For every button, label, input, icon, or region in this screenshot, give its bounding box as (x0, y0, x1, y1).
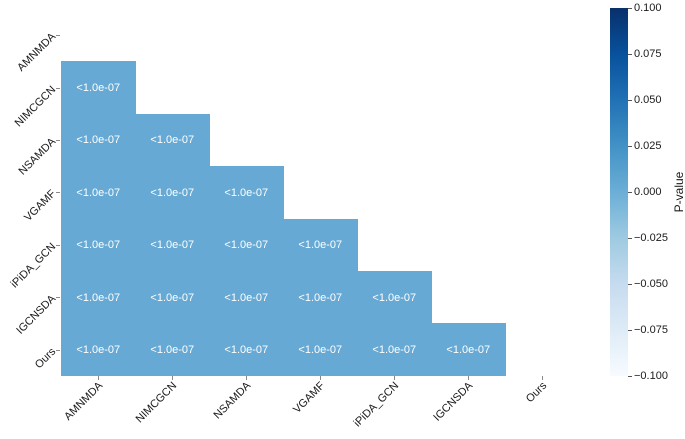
row-label-nimcgcn: NIMCGCN (12, 83, 59, 130)
heatmap-cell: <1.0e-07 (431, 323, 506, 377)
heatmap-cell: <1.0e-07 (135, 218, 210, 272)
colorbar-tick-mark (628, 376, 632, 377)
col-label-amnmda: AMNMDA (62, 379, 106, 423)
heatmap-cell: <1.0e-07 (135, 166, 210, 220)
heatmap-cell: <1.0e-07 (61, 323, 136, 377)
colorbar-tick-label: 0.050 (634, 94, 662, 106)
colorbar-tick-mark (628, 192, 632, 193)
heatmap-cell: <1.0e-07 (209, 218, 284, 272)
x-tick-mark (394, 375, 395, 380)
y-tick-mark (56, 87, 60, 89)
y-tick-mark (56, 140, 60, 141)
row-label-ours: Ours (32, 345, 59, 371)
colorbar-tick-label: −0.100 (634, 370, 668, 382)
colorbar-axis-label: P-value (672, 171, 685, 213)
y-tick-mark (56, 297, 60, 299)
heatmap-cell: <1.0e-07 (61, 166, 136, 220)
colorbar-tick-mark (628, 330, 632, 331)
x-tick-mark (542, 375, 543, 380)
heatmap-cell: <1.0e-07 (283, 323, 358, 377)
heatmap-cell: <1.0e-07 (61, 218, 136, 272)
colorbar-gradient (610, 8, 628, 376)
heatmap-cell: <1.0e-07 (61, 113, 136, 167)
col-label-igcnsda: IGCNSDA (431, 379, 476, 424)
colorbar-tick-label: 0.075 (634, 48, 662, 60)
colorbar-tick-label: −0.025 (634, 232, 668, 244)
y-tick-mark (56, 244, 60, 246)
y-tick-mark (56, 35, 60, 37)
y-tick-mark (56, 192, 60, 194)
row-label-nsamda: NSAMDA (16, 135, 59, 178)
heatmap-cell: <1.0e-07 (135, 113, 210, 167)
colorbar-tick-mark (628, 54, 632, 55)
colorbar-tick-mark (628, 238, 632, 239)
colorbar-tick-mark (628, 8, 632, 9)
col-label-nsamda: NSAMDA (211, 379, 254, 422)
heatmap-cell: <1.0e-07 (283, 271, 358, 324)
colorbar-tick-label: 0.000 (634, 186, 662, 198)
colorbar-tick-mark (628, 284, 632, 285)
row-label-ipida_gcn: iPiDA_GCN (8, 240, 59, 291)
heatmap-cell: <1.0e-07 (209, 166, 284, 220)
heatmap-cell: <1.0e-07 (61, 61, 136, 115)
colorbar-tick-mark (628, 146, 632, 147)
colorbar-tick-label: 0.025 (634, 140, 662, 152)
colorbar-tick-label: −0.050 (634, 278, 668, 290)
row-label-igcnsda: IGCNSDA (14, 292, 59, 337)
heatmap-cell: <1.0e-07 (61, 271, 136, 324)
col-label-nimcgcn: NIMCGCN (133, 379, 180, 426)
x-tick-mark (320, 375, 321, 380)
y-tick-mark (56, 349, 60, 351)
col-label-vgamf: VGAMF (291, 379, 328, 416)
row-label-amnmda: AMNMDA (15, 30, 59, 75)
x-tick-mark (468, 375, 469, 380)
heatmap-cell: <1.0e-07 (135, 323, 210, 377)
col-label-ipida_gcn: iPiDA_GCN (351, 379, 402, 430)
heatmap-cell: <1.0e-07 (209, 323, 284, 377)
col-label-ours: Ours (523, 379, 550, 405)
colorbar-tick-label: −0.075 (634, 324, 668, 336)
heatmap-cell: <1.0e-07 (135, 271, 210, 324)
heatmap-cell: <1.0e-07 (283, 218, 358, 272)
colorbar-tick-label: 0.100 (634, 2, 662, 14)
row-label-vgamf: VGAMF (22, 188, 59, 225)
heatmap-cell: <1.0e-07 (357, 271, 432, 324)
x-tick-mark (246, 375, 247, 380)
x-tick-mark (98, 375, 99, 380)
colorbar-tick-mark (628, 100, 632, 101)
heatmap-cell: <1.0e-07 (357, 323, 432, 377)
x-tick-mark (172, 375, 173, 380)
heatmap-cell: <1.0e-07 (209, 271, 284, 324)
